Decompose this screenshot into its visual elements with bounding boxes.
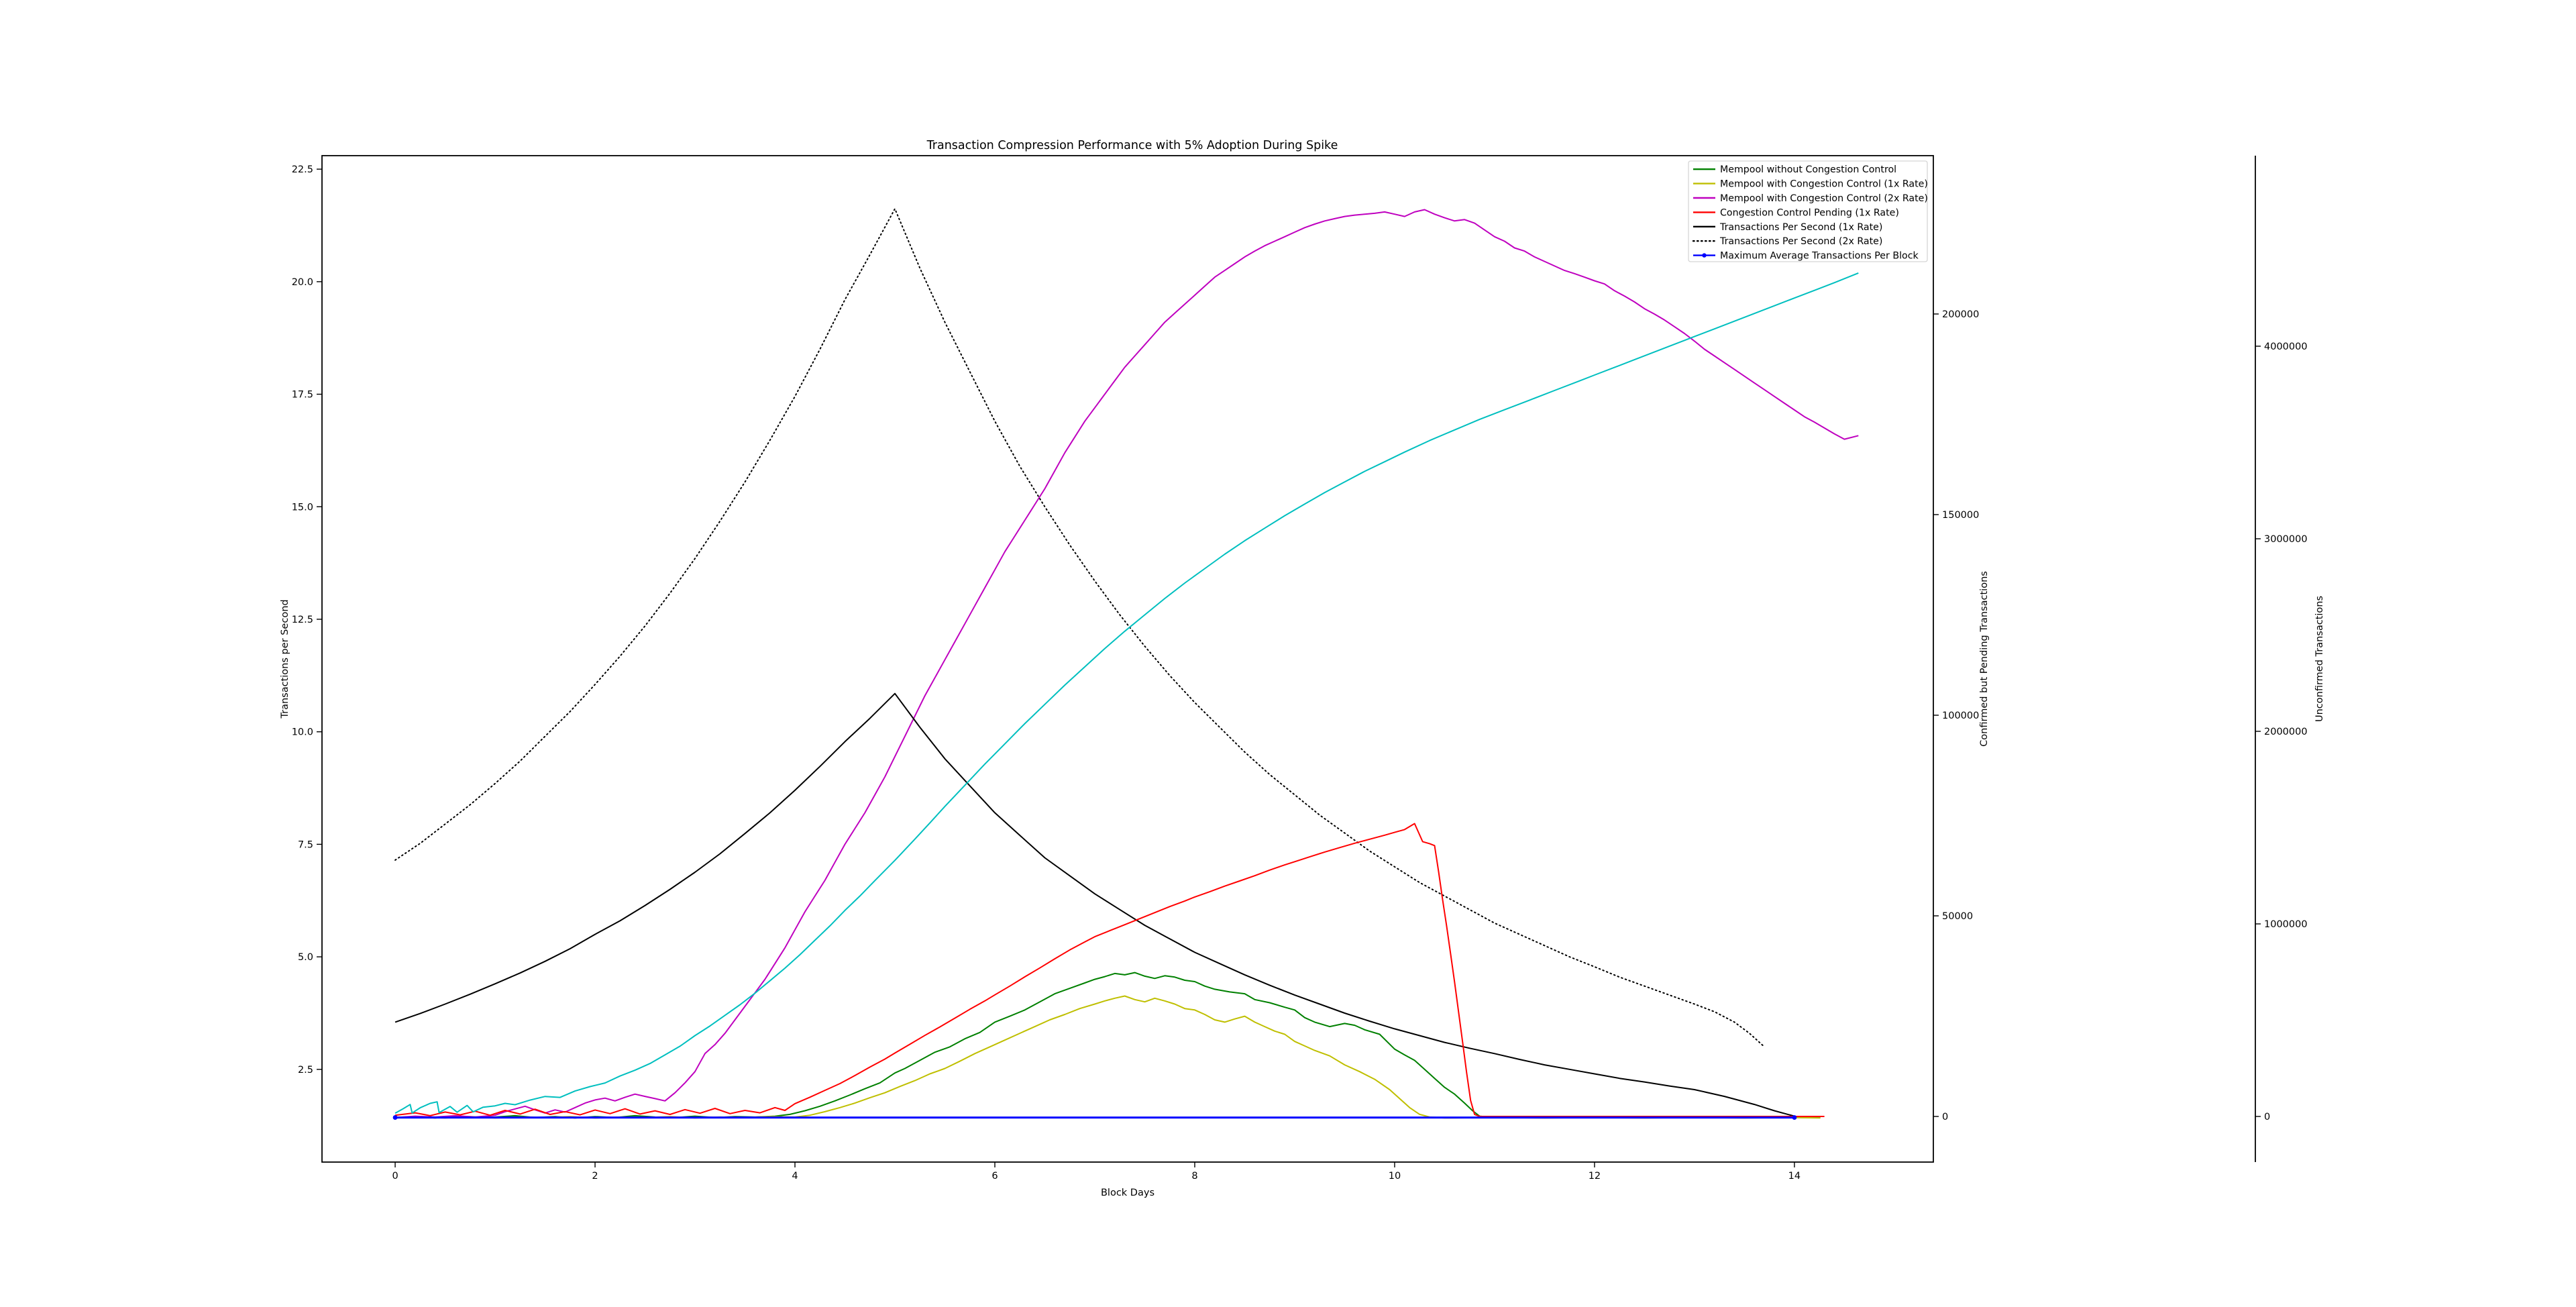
x-axis-label: Block Days [1101, 1188, 1155, 1198]
x-tick-label: 12 [1589, 1171, 1601, 1182]
y-axis-label-left: Transactions per Second [280, 599, 290, 719]
y-axis-label-right: Confirmed but Pending Transactions [1979, 571, 1990, 747]
y-left-tick-label: 17.5 [292, 390, 313, 401]
y-far-right-tick-label: 4000000 [2264, 342, 2308, 352]
y-far-right-tick-label: 3000000 [2264, 534, 2308, 545]
legend-label-6: Maximum Average Transactions Per Block [1720, 251, 1919, 262]
x-tick-label: 2 [592, 1171, 598, 1182]
y-left-tick-label: 20.0 [292, 277, 313, 288]
y-left-tick-label: 7.5 [298, 839, 313, 850]
y-left-tick-label: 2.5 [298, 1065, 313, 1076]
legend-swatch-marker-6 [1702, 253, 1707, 258]
x-tick-label: 10 [1389, 1171, 1401, 1182]
legend-label-5: Transactions Per Second (2x Rate) [1719, 236, 1882, 247]
y-far-right-tick-label: 0 [2264, 1112, 2270, 1122]
y-far-right-tick-label: 2000000 [2264, 727, 2308, 737]
y-right-tick-label: 0 [1942, 1112, 1948, 1122]
series-line-mempool-cc-2x [395, 209, 1859, 1118]
x-tick-label: 4 [792, 1171, 798, 1182]
series-line-tps-2x [394, 208, 1766, 1048]
y-left-tick-label: 5.0 [298, 952, 313, 963]
legend-label-1: Mempool with Congestion Control (1x Rate… [1720, 179, 1928, 190]
y-left-tick-label: 15.0 [292, 502, 313, 513]
legend-label-0: Mempool without Congestion Control [1720, 164, 1896, 175]
x-tick-label: 0 [392, 1171, 398, 1182]
x-tick-label: 14 [1788, 1171, 1801, 1182]
legend-label-2: Mempool with Congestion Control (2x Rate… [1720, 193, 1928, 204]
y-left-tick-label: 12.5 [292, 615, 313, 625]
y-right-tick-label: 150000 [1942, 510, 1979, 521]
legend-label-4: Transactions Per Second (1x Rate) [1719, 222, 1882, 233]
series-marker-max-avg-tx-per-block [392, 1115, 398, 1120]
plot-frame [321, 155, 1934, 1163]
series-line-unconfirmed-tx [394, 272, 1859, 1114]
y-left-tick-label: 10.0 [292, 727, 313, 738]
y-far-right-tick-label: 1000000 [2264, 919, 2308, 930]
series-line-cc-pending-1x [394, 823, 1825, 1117]
x-tick-label: 6 [991, 1171, 998, 1182]
series-line-tps-1x [394, 692, 1795, 1117]
chart-title: Transaction Compression Performance with… [926, 139, 1338, 152]
series-marker-max-avg-tx-per-block [1792, 1115, 1797, 1120]
y-left-tick-label: 22.5 [292, 164, 313, 175]
legend-box [1688, 160, 1928, 262]
legend-label-3: Congestion Control Pending (1x Rate) [1720, 207, 1899, 218]
series-line-mempool-no-cc [395, 972, 1821, 1119]
y-right-tick-label: 100000 [1942, 711, 1979, 721]
y-right-tick-label: 50000 [1942, 911, 1973, 922]
y-right-tick-label: 200000 [1942, 309, 1979, 320]
y-axis-label-far-right: Unconfirmed Transactions [2314, 596, 2325, 722]
x-tick-label: 8 [1191, 1171, 1197, 1182]
